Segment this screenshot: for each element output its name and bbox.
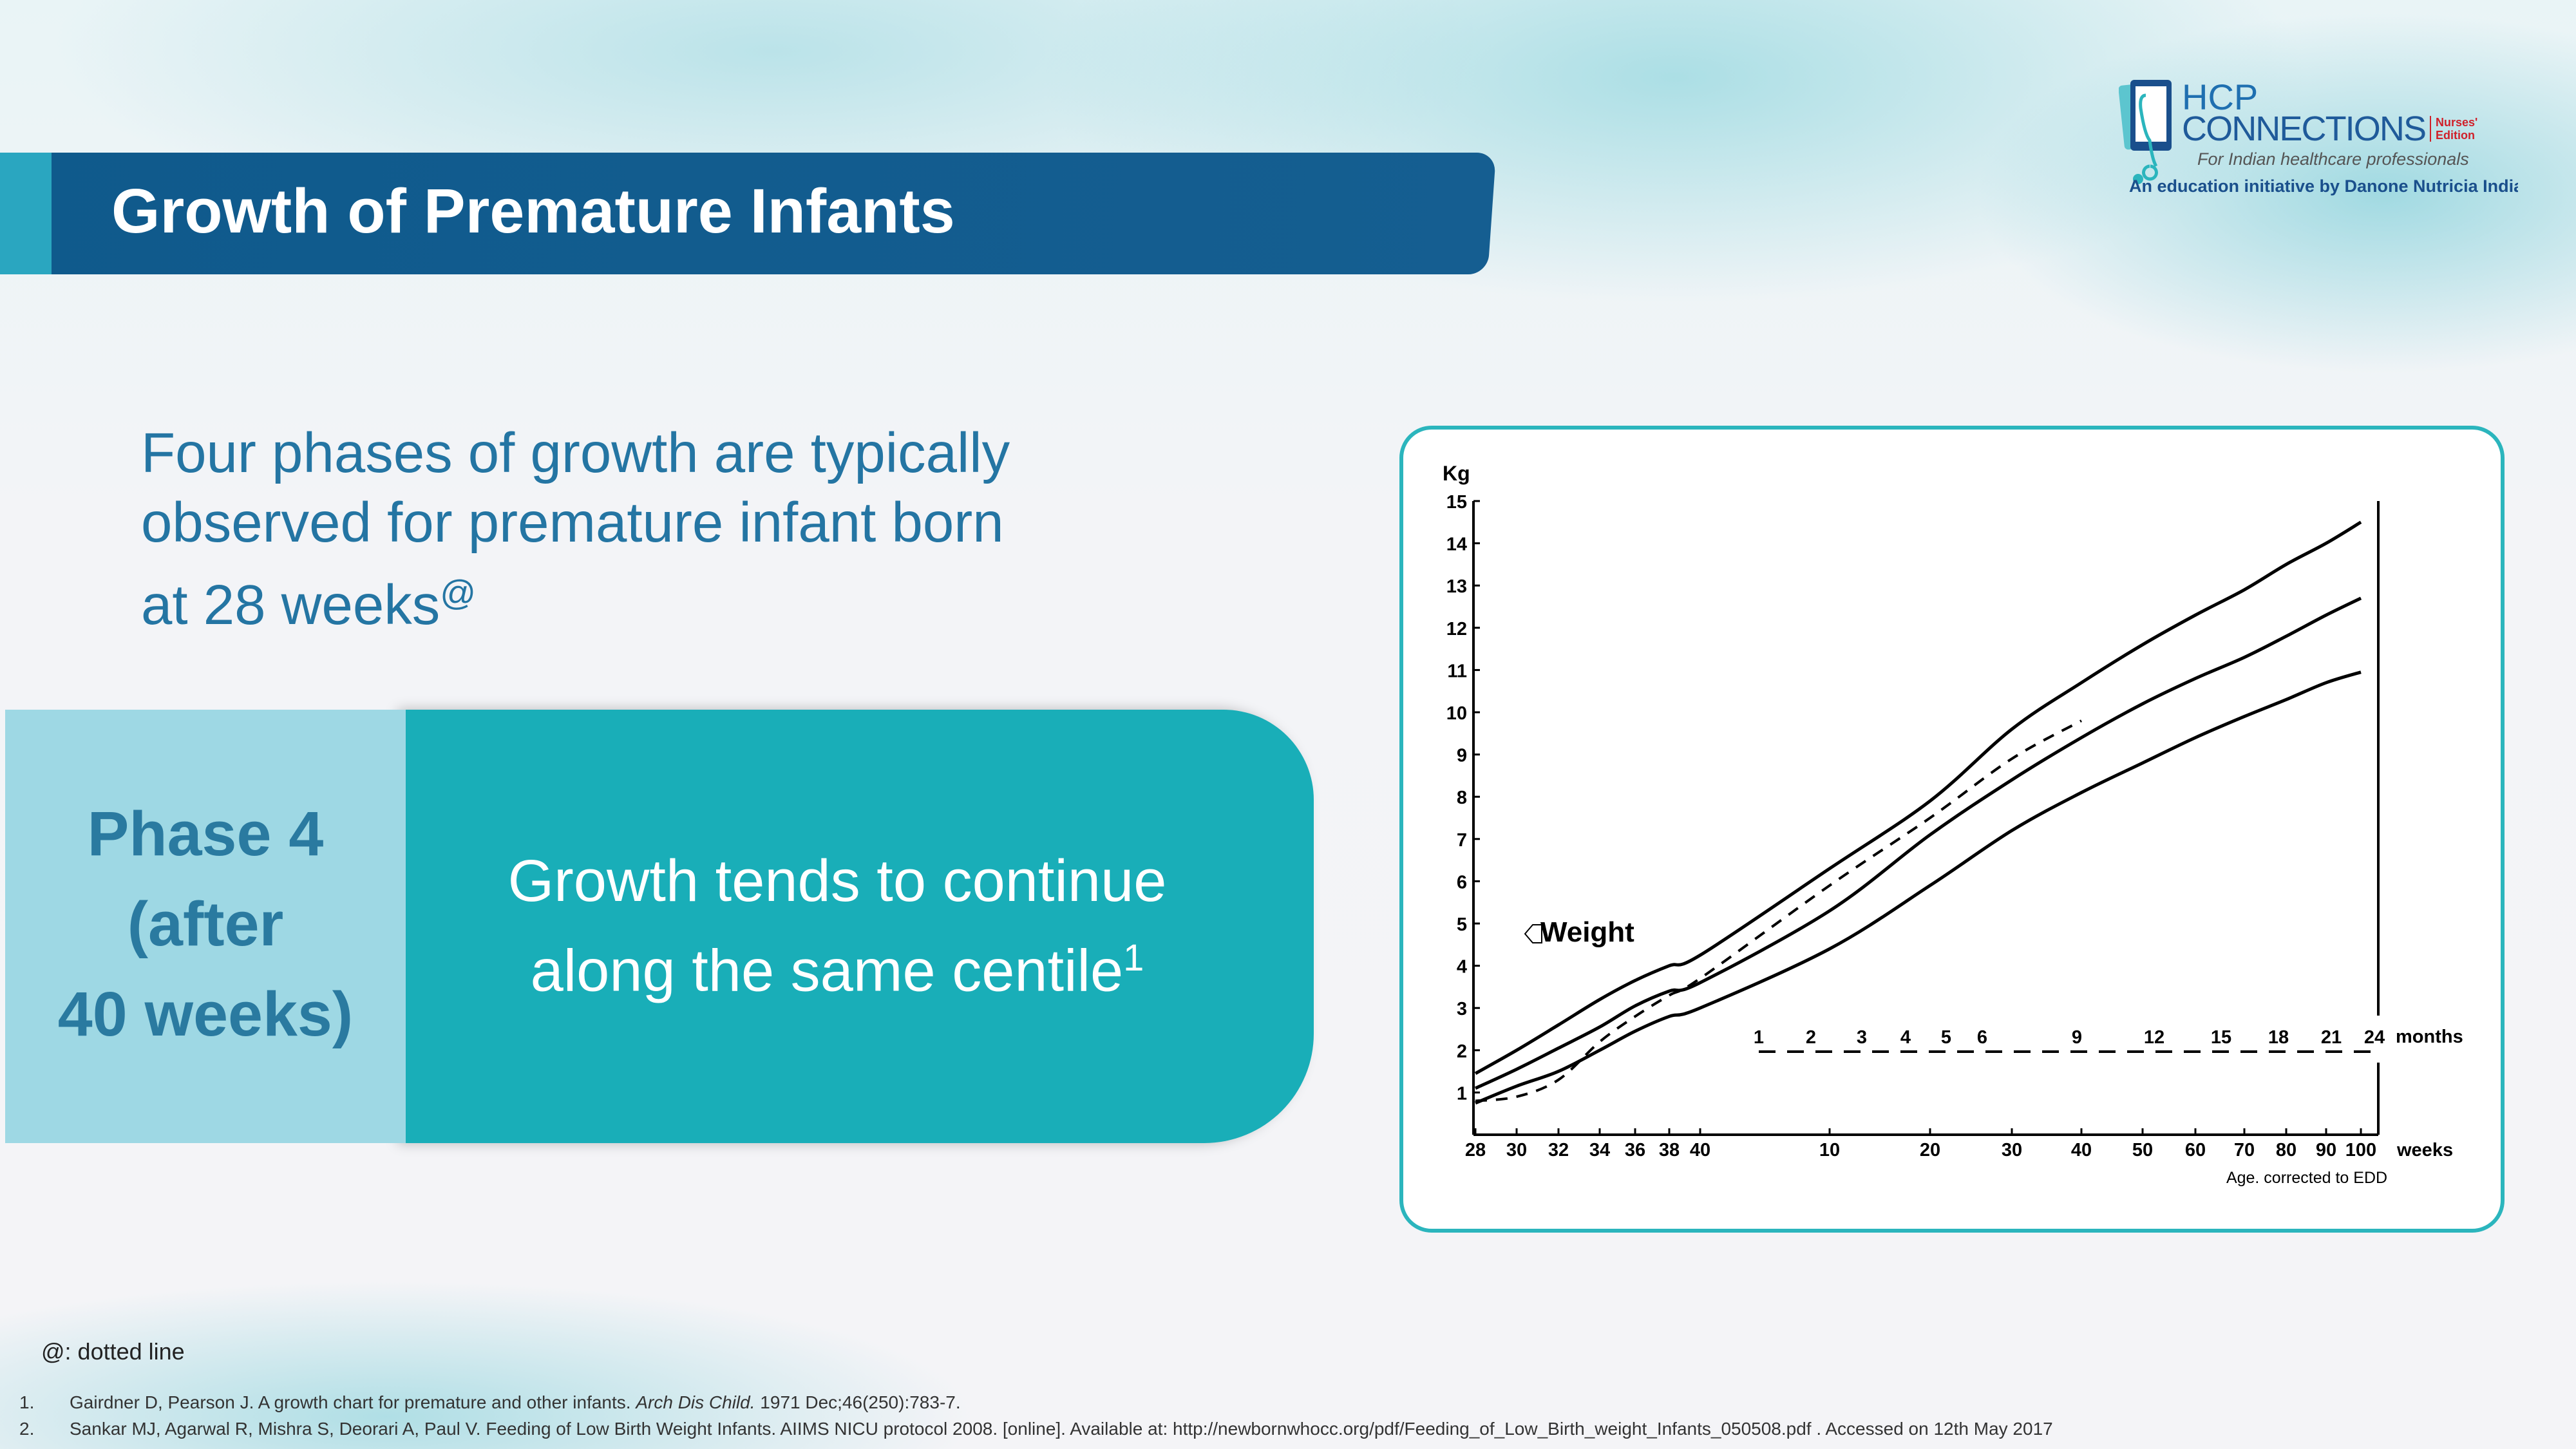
phase-label-panel (5, 710, 406, 1143)
footnote: @: dotted line (41, 1338, 185, 1365)
intro-superscript: @ (440, 573, 477, 612)
logo-initiative: An education initiative by Danone Nutric… (2129, 176, 2518, 196)
phase-description-panel (406, 710, 1314, 1143)
phase-desc-line-2: along the same centile (530, 938, 1124, 1004)
logo-connections-text: CONNECTIONS (2182, 109, 2427, 148)
page-title: Growth of Premature Infants (111, 176, 955, 246)
phase-label: Phase 4 (after 40 weeks) (5, 789, 406, 1059)
logo-hcp-text: HCP (2182, 77, 2258, 117)
reference-text: Gairdner D, Pearson J. A growth chart fo… (70, 1392, 636, 1412)
intro-line-2: observed for premature infant born (141, 491, 1004, 554)
title-banner-accent (0, 153, 52, 274)
logo-edition-text-2: Edition (2436, 129, 2475, 142)
phase-desc-line-1: Growth tends to continue (507, 848, 1167, 914)
intro-line-3: at 28 weeks (141, 574, 440, 636)
hcp-connections-logo: HCP CONNECTIONS Nurses' Edition For Indi… (2118, 76, 2524, 205)
reference-journal: Arch Dis Child. (636, 1392, 755, 1412)
intro-line-1: Four phases of growth are typically (141, 422, 1010, 484)
logo-edition-text: Nurses' (2436, 116, 2477, 129)
phase-desc-superscript: 1 (1123, 937, 1144, 979)
reference-number: 1. (19, 1392, 35, 1412)
phase-label-line-3: 40 weeks) (57, 979, 354, 1049)
reference-details: 1971 Dec;46(250):783-7. (755, 1392, 961, 1412)
intro-text: Four phases of growth are typically obse… (141, 419, 1236, 640)
reference-text[interactable]: Sankar MJ, Agarwal R, Mishra S, Deorari … (70, 1419, 2053, 1439)
phase-description: Growth tends to continue along the same … (451, 842, 1224, 1010)
reference-2: 2. Sankar MJ, Agarwal R, Mishra S, Deorar… (19, 1419, 2053, 1439)
logo-tagline: For Indian healthcare professionals (2197, 149, 2469, 169)
tablet-stethoscope-icon: HCP CONNECTIONS Nurses' Edition For Indi… (2118, 77, 2524, 196)
reference-number: 2. (19, 1419, 35, 1439)
reference-1: 1. Gairdner D, Pearson J. A growth chart … (19, 1392, 961, 1413)
phase-label-line-1: Phase 4 (87, 799, 324, 869)
chart-card (1399, 426, 2505, 1233)
phase-label-line-2: (after (127, 889, 284, 959)
